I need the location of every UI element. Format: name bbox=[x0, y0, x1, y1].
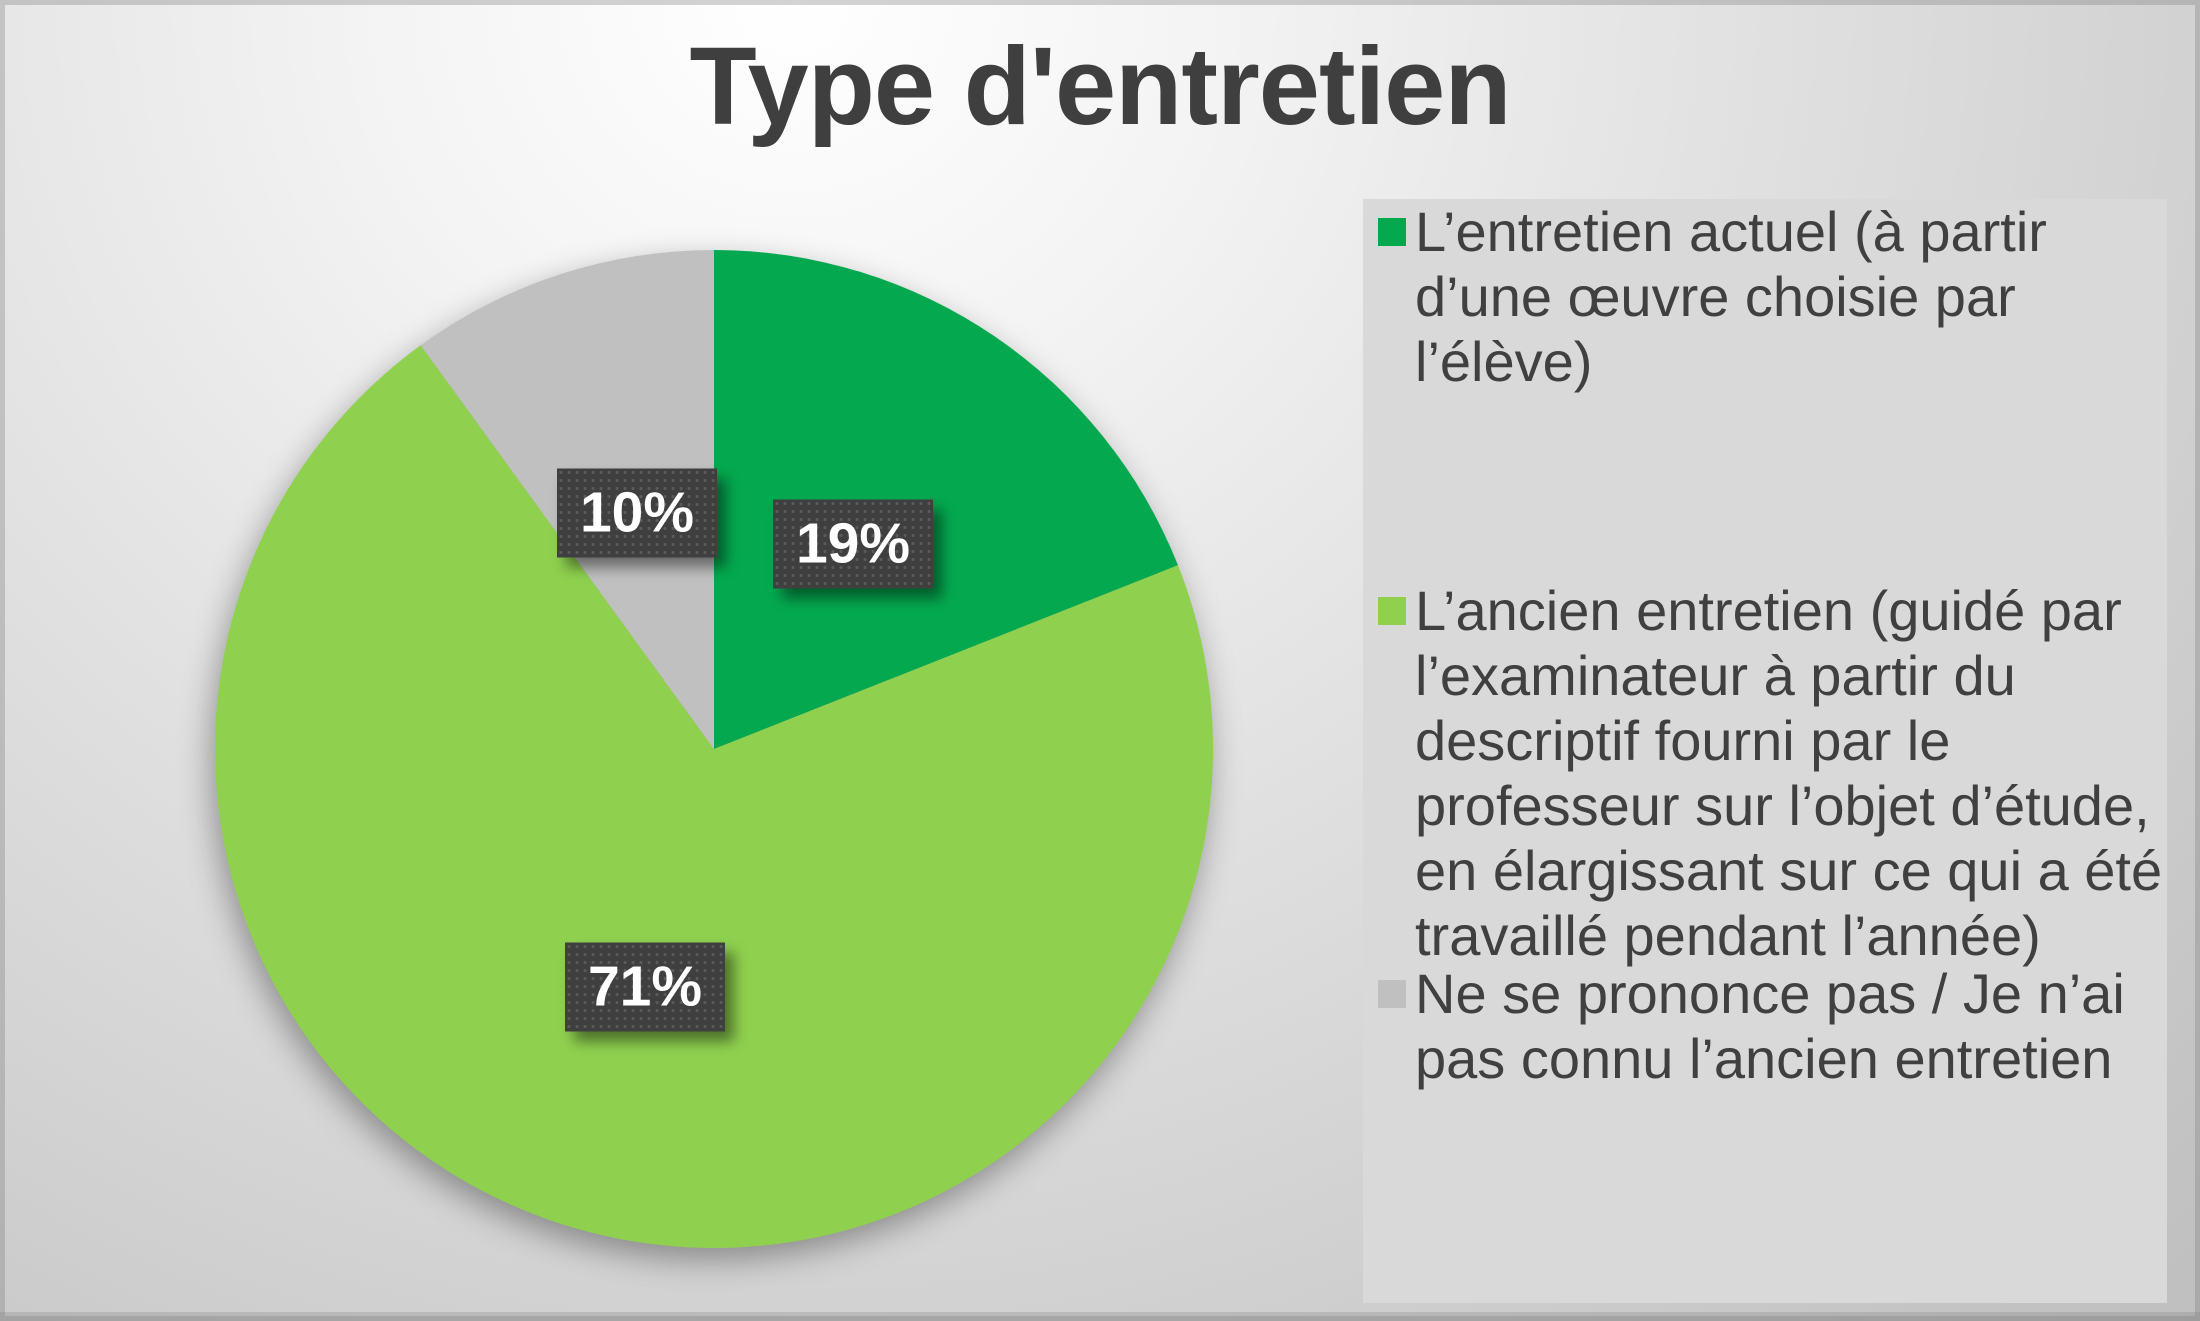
legend-panel: L’entretien actuel (à partir d’une œuvre… bbox=[1363, 199, 2167, 1303]
legend-marker-icon bbox=[1378, 597, 1406, 625]
legend-label: L’entretien actuel (à partir d’une œuvre… bbox=[1415, 200, 2047, 393]
pie-slice-2 bbox=[215, 345, 1214, 1248]
legend-label: Ne se prononce pas / Je n’ai pas connu l… bbox=[1415, 962, 2125, 1090]
legend-label: L’ancien entretien (guidé par l’examinat… bbox=[1415, 579, 2163, 967]
legend-item-1: L’entretien actuel (à partir d’une œuvre… bbox=[1378, 199, 2167, 394]
legend-item-3: Ne se prononce pas / Je n’ai pas connu l… bbox=[1378, 961, 2167, 1091]
chart-title: Type d'entretien bbox=[689, 25, 1511, 148]
pie-slices bbox=[215, 249, 1214, 1248]
pie-slice-1 bbox=[714, 249, 1178, 749]
legend-marker-icon bbox=[1378, 218, 1406, 246]
legend-marker-icon bbox=[1378, 980, 1406, 1008]
legend-item-2: L’ancien entretien (guidé par l’examinat… bbox=[1378, 578, 2167, 968]
